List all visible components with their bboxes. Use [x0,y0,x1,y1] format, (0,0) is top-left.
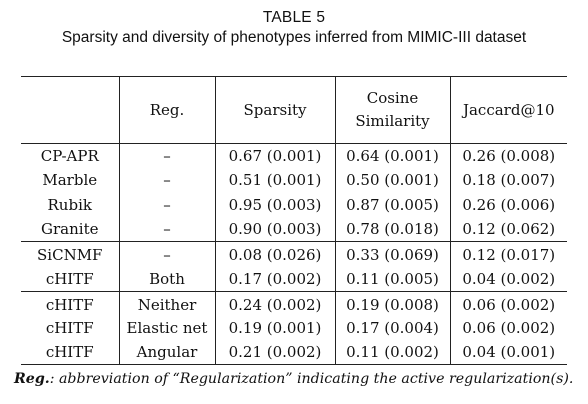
cell-cosine: 0.11 (0.002) [335,340,451,365]
cell-method: Rubik [21,192,120,218]
table-row: cHITF Both 0.17 (0.002) 0.11 (0.005) 0.0… [21,266,567,292]
cell-method: cHITF [21,315,120,341]
table-row: Granite – 0.90 (0.003) 0.78 (0.018) 0.12… [21,217,567,242]
cell-sparsity: 0.19 (0.001) [215,315,336,341]
cell-cosine: 0.78 (0.018) [335,217,451,242]
cell-reg: – [119,143,216,169]
cell-sparsity: 0.95 (0.003) [215,192,336,218]
table-row: SiCNMF – 0.08 (0.026) 0.33 (0.069) 0.12 … [21,241,567,267]
header-method [21,76,120,144]
cell-method: Marble [21,168,120,193]
footnote-term: Reg. [14,371,50,387]
cell-method: cHITF [21,291,120,316]
header-reg: Reg. [119,76,216,144]
cell-jaccard: 0.26 (0.006) [462,195,556,214]
cell-method: Granite [21,217,120,242]
header-cosine-line2: Similarity [355,112,430,130]
cell-reg: – [119,168,216,193]
cell-sparsity: 0.24 (0.002) [215,291,336,316]
results-table: Reg. Sparsity Cosine Similarity Jaccard@… [21,76,567,365]
table-caption: Sparsity and diversity of phenotypes inf… [61,29,527,46]
cell-sparsity: 0.90 (0.003) [215,217,336,242]
cell-sparsity: 0.67 (0.001) [215,143,336,169]
table-row: Marble – 0.51 (0.001) 0.50 (0.001) 0.18 … [21,168,567,193]
table-row: cHITF Angular 0.21 (0.002) 0.11 (0.002) … [21,340,567,365]
cell-reg: Neither [119,291,216,316]
header-jaccard: Jaccard@10 [462,101,555,119]
cell-reg: – [119,241,216,267]
cell-cosine: 0.87 (0.005) [335,192,451,218]
cell-jaccard: 0.12 (0.062) [462,220,556,239]
cell-method: SiCNMF [21,241,120,267]
cell-cosine: 0.19 (0.008) [335,291,451,316]
cell-reg: – [119,217,216,242]
cell-jaccard: 0.04 (0.002) [462,269,556,288]
cell-cosine: 0.33 (0.069) [335,241,451,267]
cell-jaccard: 0.06 (0.002) [462,295,556,314]
cell-cosine: 0.64 (0.001) [335,143,451,169]
cell-jaccard: 0.12 (0.017) [462,246,556,265]
table-footnote: Reg.: abbreviation of “Regularization” i… [14,371,584,387]
header-cosine-line1: Cosine [366,89,419,107]
cell-cosine: 0.17 (0.004) [335,315,451,341]
table-row: cHITF Elastic net 0.19 (0.001) 0.17 (0.0… [21,315,567,341]
cell-sparsity: 0.08 (0.026) [215,241,336,267]
table-row: Rubik – 0.95 (0.003) 0.87 (0.005) 0.26 (… [21,192,567,218]
header-sparsity: Sparsity [215,76,336,144]
cell-reg: Elastic net [119,315,216,341]
cell-cosine: 0.50 (0.001) [335,168,451,193]
header-row: Reg. Sparsity Cosine Similarity Jaccard@… [21,76,567,144]
cell-reg: – [119,192,216,218]
cell-reg: Both [119,266,216,292]
cell-reg: Angular [119,340,216,365]
cell-cosine: 0.11 (0.005) [335,266,451,292]
cell-jaccard: 0.18 (0.007) [462,171,556,190]
cell-jaccard: 0.26 (0.008) [462,147,556,166]
cell-method: cHITF [21,266,120,292]
cell-method: cHITF [21,340,120,365]
cell-sparsity: 0.51 (0.001) [215,168,336,193]
cell-sparsity: 0.17 (0.002) [215,266,336,292]
footnote-text: : abbreviation of “Regularization” indic… [49,371,574,387]
cell-sparsity: 0.21 (0.002) [215,340,336,365]
header-cosine: Cosine Similarity [335,76,451,144]
cell-method: CP-APR [21,143,120,169]
table-row: cHITF Neither 0.24 (0.002) 0.19 (0.008) … [21,291,567,316]
table-row: CP-APR – 0.67 (0.001) 0.64 (0.001) 0.26 … [21,143,567,169]
cell-jaccard: 0.06 (0.002) [462,318,556,337]
cell-jaccard: 0.04 (0.001) [462,343,556,362]
table-label: TABLE 5 [262,9,326,26]
